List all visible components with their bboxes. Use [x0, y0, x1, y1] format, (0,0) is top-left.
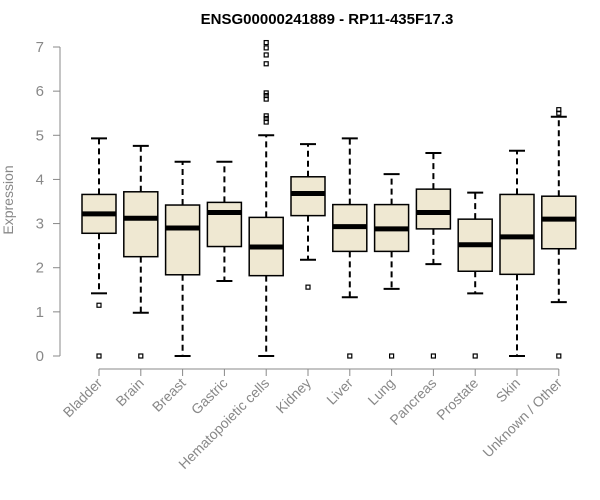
box-prostate: [457, 191, 493, 359]
x-tick-label: Skin: [493, 375, 524, 406]
iqr-box: [206, 201, 243, 248]
outlier-point: [389, 353, 395, 359]
x-tick-label: Liver: [323, 375, 356, 408]
iqr-box: [290, 176, 326, 217]
iqr-box: [415, 188, 452, 230]
y-tick-label: 7: [36, 39, 44, 56]
y-tick-label: 3: [36, 216, 44, 233]
box-kidney: [290, 143, 326, 290]
outlier-point: [263, 45, 269, 51]
outlier-point: [556, 353, 562, 359]
box-lung: [373, 173, 410, 359]
outlier-point: [305, 284, 311, 290]
iqr-box: [541, 195, 577, 250]
box-unknown-other: [541, 107, 577, 359]
y-tick-label: 1: [36, 304, 44, 321]
outlier-point: [263, 61, 269, 67]
x-tick-label: Breast: [149, 375, 189, 415]
outlier-point: [263, 113, 269, 119]
y-tick-label: 5: [36, 127, 44, 144]
box-breast: [164, 160, 201, 357]
y-axis-label: Expression: [0, 165, 16, 234]
y-tick-label: 4: [36, 171, 44, 188]
y-tick-label: 0: [36, 348, 44, 365]
x-tick-label: Unknown / Other: [479, 375, 565, 461]
x-tick-label: Kidney: [273, 375, 315, 417]
y-tick-label: 6: [36, 83, 44, 100]
outlier-point: [472, 353, 478, 359]
outlier-point: [347, 353, 353, 359]
outlier-point: [96, 353, 102, 359]
outlier-point: [556, 107, 562, 113]
iqr-box: [164, 204, 201, 276]
box-liver: [332, 137, 368, 359]
box-bladder: [81, 137, 117, 359]
outlier-point: [263, 92, 269, 99]
iqr-box: [123, 191, 159, 258]
x-tick-label: Lung: [364, 375, 397, 408]
x-tick-label: Brain: [112, 375, 146, 409]
outlier-point: [263, 115, 269, 122]
box-skin: [499, 149, 535, 357]
box-pancreas: [415, 151, 452, 359]
boxes: [81, 39, 577, 359]
outlier-point: [263, 90, 269, 96]
x-tick-label: Prostate: [433, 375, 481, 423]
box-hematopoietic-cells: [248, 39, 284, 357]
outlier-point: [263, 52, 269, 58]
outlier-point: [138, 353, 144, 359]
box-brain: [123, 144, 159, 359]
y-tick-label: 2: [36, 260, 44, 277]
box-gastric: [206, 160, 243, 282]
x-tick-label: Bladder: [60, 375, 106, 421]
chart-title: ENSG00000241889 - RP11-435F17.3: [201, 11, 454, 28]
outlier-point: [430, 353, 436, 359]
outlier-point: [263, 39, 269, 46]
axes: 0 1 2 3 4 5 6 7: [36, 39, 560, 376]
outlier-point: [96, 302, 102, 308]
